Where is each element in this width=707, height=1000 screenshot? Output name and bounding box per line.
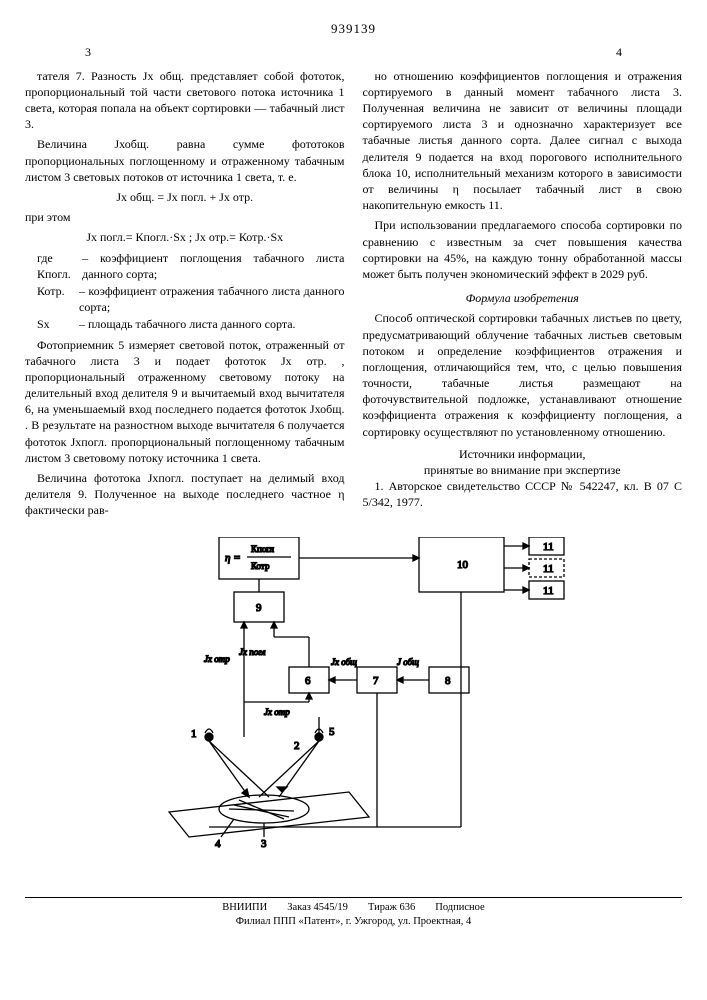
component-label: 2 (294, 740, 300, 752)
eta-num: Кпогл (251, 544, 275, 554)
component-label: 4 (215, 838, 221, 850)
claim-title: Формула изобретения (363, 290, 683, 306)
box-label: 6 (305, 675, 311, 687)
signal-label: J общ (397, 657, 419, 667)
footer-sign: Подписное (435, 901, 484, 915)
right-column: но отношению коэффициентов поглощения и … (363, 68, 683, 523)
page-right: 4 (616, 44, 622, 60)
sources-title: Источники информации, принятые во вниман… (363, 446, 683, 478)
signal-label: Jх отр (204, 654, 230, 664)
box-label: 11 (543, 541, 554, 553)
para: Величина фототока Jхпогл. поступает на д… (25, 470, 345, 519)
eta-den: Котр (251, 561, 270, 571)
signal-label: Jх отр (264, 707, 290, 717)
claim-text: Способ оптической сортировки табачных ли… (363, 310, 683, 440)
box-label: 9 (256, 602, 262, 614)
component-label: 5 (329, 726, 335, 738)
eta-label: η = (225, 552, 241, 564)
def-sym: Sх (37, 316, 79, 332)
para: при этом (25, 209, 345, 225)
source-item: 1. Авторское свидетельство СССР № 542247… (363, 478, 683, 510)
def-text: – площадь табачного листа данного сорта. (79, 316, 296, 332)
box-label: 10 (457, 559, 469, 571)
patent-number: 939139 (25, 20, 682, 38)
signal-label: Jх погл (239, 647, 266, 657)
definitions: где Кпогл.– коэффициент поглощения табач… (37, 250, 345, 333)
para: Величина Jхобщ. равна сумме фототоков пр… (25, 136, 345, 185)
sources-sub: принятые во внимание при экспертизе (424, 463, 621, 477)
box-label: 8 (445, 675, 451, 687)
component-label: 1 (191, 728, 197, 740)
box-label: 11 (543, 585, 554, 597)
def-sym: Котр. (37, 283, 79, 315)
signal-label: Jх общ (331, 657, 357, 667)
left-column: тателя 7. Разность Jх общ. представляет … (25, 68, 345, 523)
box-label: 7 (373, 675, 379, 687)
formula: Jх общ. = Jх погл. + Jх отр. (25, 189, 345, 205)
text-columns: тателя 7. Разность Jх общ. представляет … (25, 68, 682, 523)
def-text: – коэффициент отражения табачного листа … (79, 283, 345, 315)
footer-tirage: Тираж 636 (368, 901, 415, 915)
def-text: – коэффициент поглощения табачного листа… (82, 250, 344, 282)
footer-branch: Филиал ППП «Патент», г. Ужгород, ул. Про… (25, 915, 682, 929)
page-numbers: 3 4 (25, 44, 682, 60)
sources-heading: Источники информации, (459, 447, 585, 461)
box-label: 11 (543, 563, 554, 575)
footer-org: ВНИИПИ (222, 901, 267, 915)
page-left: 3 (85, 44, 91, 60)
def-sym: где Кпогл. (37, 250, 82, 282)
formula: Jх погл.= Кпогл.·Sх ; Jх отр.= Котр.·Sх (25, 229, 345, 245)
para: При использовании предлагаемого способа … (363, 217, 683, 282)
para: но отношению коэффициентов поглощения и … (363, 68, 683, 214)
para: тателя 7. Разность Jх общ. представляет … (25, 68, 345, 133)
footer: ВНИИПИ Заказ 4545/19 Тираж 636 Подписное… (25, 897, 682, 929)
footer-order: Заказ 4545/19 (287, 901, 348, 915)
para: Фотоприемник 5 измеряет световой поток, … (25, 337, 345, 467)
component-label: 3 (261, 838, 267, 850)
circuit-diagram: 9 η = Кпогл Котр 10 11 11 11 6 7 8 Jх об… (139, 537, 569, 887)
